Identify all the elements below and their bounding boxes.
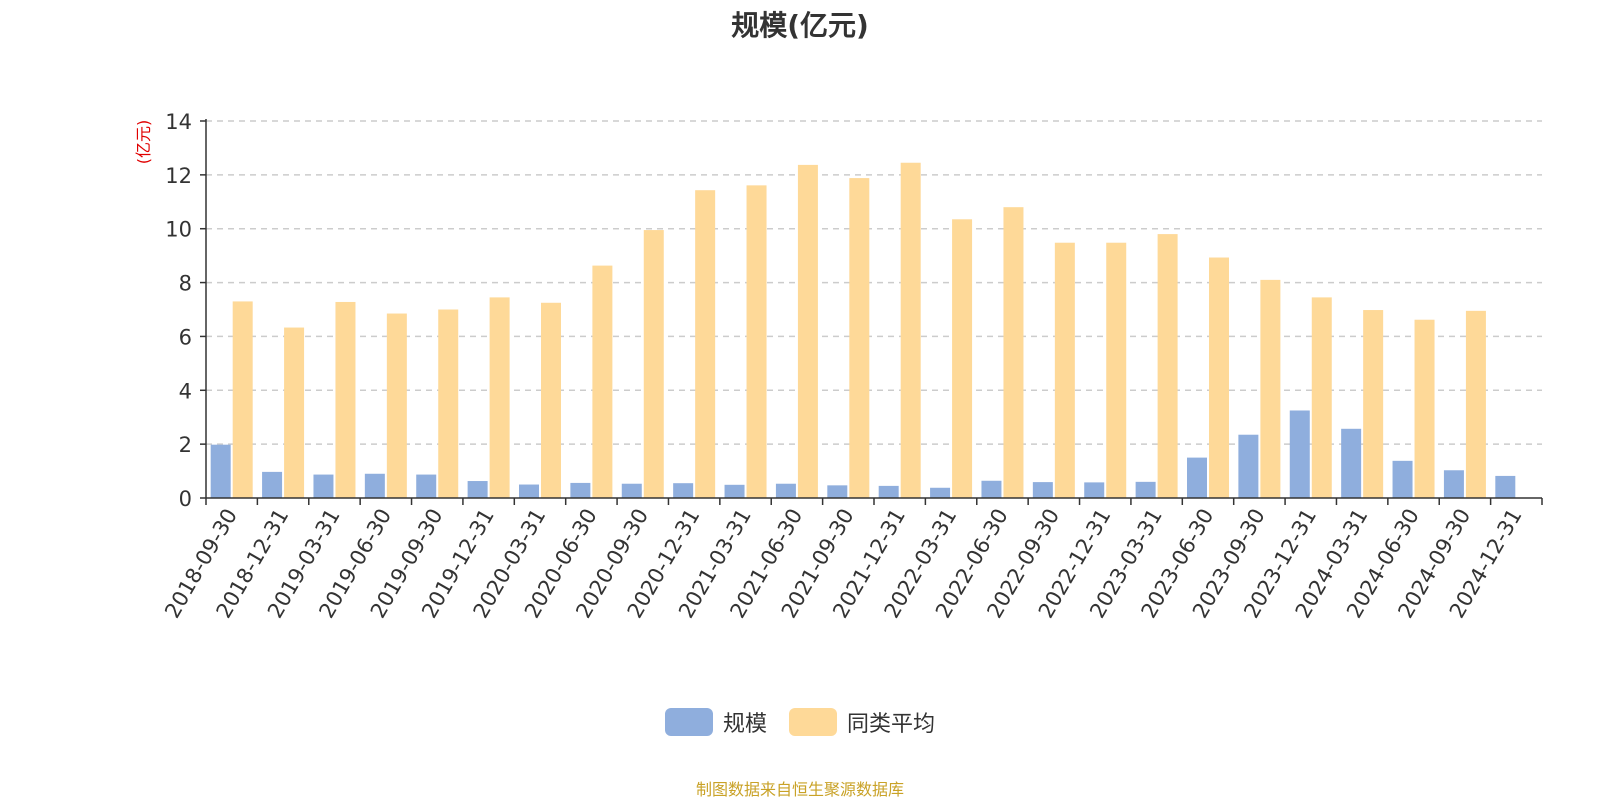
bar-scale[interactable] [364,473,385,498]
bar-average[interactable] [746,185,767,498]
bar-average[interactable] [489,297,510,498]
bar-average[interactable] [1209,257,1229,498]
legend-label-scale: 规模 [722,712,767,737]
bar-scale[interactable] [878,485,899,498]
bar-scale[interactable] [519,484,539,498]
bar-average[interactable] [643,230,664,498]
y-tick-label: 10 [165,218,192,242]
bar-scale[interactable] [1289,410,1310,498]
bar-average[interactable] [1311,297,1332,498]
bar-scale[interactable] [1341,428,1362,498]
bar-scale[interactable] [827,485,848,498]
bar-scale[interactable] [210,444,231,498]
bars [210,162,1516,499]
y-axis-label: (亿元) [134,120,153,165]
bar-average[interactable] [1465,310,1486,498]
bar-scale[interactable] [262,471,283,498]
bar-average[interactable] [592,265,613,498]
bar-scale[interactable] [1495,475,1516,498]
legend: 规模 同类平均 [0,706,1600,738]
bar-average[interactable] [1363,310,1384,498]
bar-chart: 0 2 4 6 8 10 12 14 2018-09-302018-12-312019-03-… [134,110,1543,622]
bar-scale[interactable] [724,484,745,498]
legend-swatch-average [789,708,837,736]
y-tick-label: 4 [179,379,192,403]
bar-average[interactable] [1003,207,1024,498]
bar-scale[interactable] [1032,482,1053,498]
bar-scale[interactable] [930,487,951,498]
axes [200,119,1543,505]
bar-scale[interactable] [775,483,796,498]
y-tick-label: 8 [179,272,192,296]
bar-average[interactable] [1106,242,1127,498]
bar-average[interactable] [232,301,253,498]
chart-title: 规模(亿元) [731,9,869,42]
y-tick-label: 12 [165,164,192,188]
y-tick-label: 6 [179,325,192,349]
y-tick-label: 0 [179,487,192,511]
bar-scale[interactable] [570,482,591,498]
bar-scale[interactable] [1392,460,1413,498]
bar-scale[interactable] [313,474,334,498]
bar-scale[interactable] [1084,482,1105,498]
y-tick-label: 2 [179,433,192,457]
bar-average[interactable] [386,313,407,498]
bar-average[interactable] [1260,279,1281,498]
bar-scale[interactable] [1238,434,1259,498]
bar-scale[interactable] [467,481,488,498]
bar-average[interactable] [849,178,870,499]
bar-scale[interactable] [673,483,694,498]
source-footer: 制图数据来自恒生聚源数据库 [695,780,904,799]
bar-average[interactable] [541,302,561,498]
legend-item-average[interactable]: 同类平均 [789,706,935,738]
y-tick-labels: 0 2 4 6 8 10 12 14 [165,110,192,511]
bar-average[interactable] [797,164,818,499]
bar-average[interactable] [900,162,921,498]
bar-scale[interactable] [1135,481,1156,498]
bar-scale[interactable] [1443,470,1464,498]
x-tick-labels: 2018-09-302018-12-312019-03-312019-06-30… [160,504,1526,622]
bar-average[interactable] [952,219,973,498]
bar-average[interactable] [284,327,305,498]
bar-scale[interactable] [416,474,437,498]
bar-average[interactable] [335,301,356,498]
bar-average[interactable] [438,309,459,499]
bar-average[interactable] [1157,234,1178,498]
legend-item-scale[interactable]: 规模 [664,706,767,738]
bar-average[interactable] [1054,242,1075,498]
bar-average[interactable] [695,190,716,498]
legend-swatch-scale [664,708,713,736]
y-tick-label: 14 [165,110,192,134]
bar-average[interactable] [1414,319,1435,498]
bar-scale[interactable] [981,480,1002,498]
bar-scale[interactable] [1187,457,1207,498]
bar-scale[interactable] [621,483,642,498]
legend-label-average: 同类平均 [847,712,936,737]
